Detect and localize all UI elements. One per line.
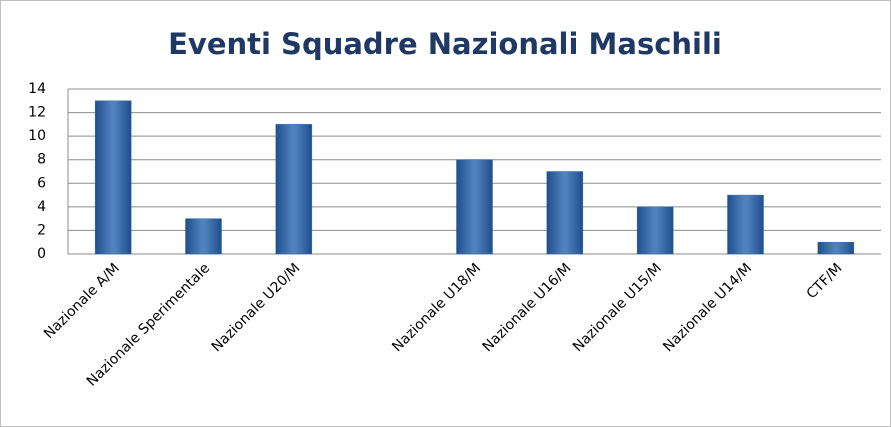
y-tick-label: 4	[37, 199, 46, 215]
chart-title: Eventi Squadre Nazionali Maschili	[168, 27, 722, 61]
bar	[546, 171, 584, 255]
bar	[275, 124, 313, 255]
y-tick-label: 6	[37, 175, 46, 191]
bar	[727, 194, 764, 255]
bar	[185, 218, 222, 255]
y-tick-label: 8	[37, 152, 46, 168]
y-tick-label: 0	[37, 246, 46, 262]
y-tick-label: 2	[37, 222, 46, 238]
y-tick-label: 10	[28, 128, 46, 144]
bar	[817, 241, 855, 255]
y-tick-label: 14	[28, 81, 46, 97]
bar	[636, 206, 674, 255]
y-tick-label: 12	[28, 105, 46, 121]
bar	[456, 159, 493, 255]
bar	[94, 100, 132, 255]
